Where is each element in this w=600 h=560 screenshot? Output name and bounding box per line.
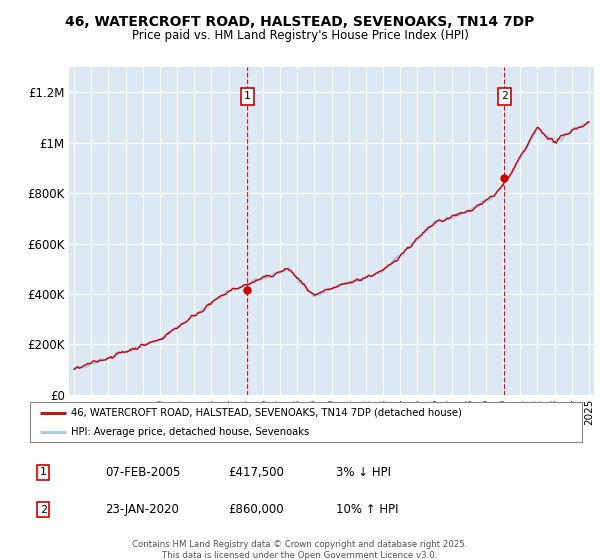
Text: 2: 2: [501, 91, 508, 101]
Text: 23-JAN-2020: 23-JAN-2020: [105, 503, 179, 516]
Text: HPI: Average price, detached house, Sevenoaks: HPI: Average price, detached house, Seve…: [71, 427, 310, 436]
Text: 1: 1: [40, 467, 47, 477]
Text: £417,500: £417,500: [228, 465, 284, 479]
Text: Contains HM Land Registry data © Crown copyright and database right 2025.
This d: Contains HM Land Registry data © Crown c…: [132, 539, 468, 560]
Text: £860,000: £860,000: [228, 503, 284, 516]
Text: 10% ↑ HPI: 10% ↑ HPI: [336, 503, 398, 516]
Text: 46, WATERCROFT ROAD, HALSTEAD, SEVENOAKS, TN14 7DP: 46, WATERCROFT ROAD, HALSTEAD, SEVENOAKS…: [65, 15, 535, 29]
Text: Price paid vs. HM Land Registry's House Price Index (HPI): Price paid vs. HM Land Registry's House …: [131, 29, 469, 43]
Text: 2: 2: [40, 505, 47, 515]
Text: 07-FEB-2005: 07-FEB-2005: [105, 465, 181, 479]
Text: 46, WATERCROFT ROAD, HALSTEAD, SEVENOAKS, TN14 7DP (detached house): 46, WATERCROFT ROAD, HALSTEAD, SEVENOAKS…: [71, 408, 462, 418]
Text: 3% ↓ HPI: 3% ↓ HPI: [336, 465, 391, 479]
Text: 1: 1: [244, 91, 251, 101]
